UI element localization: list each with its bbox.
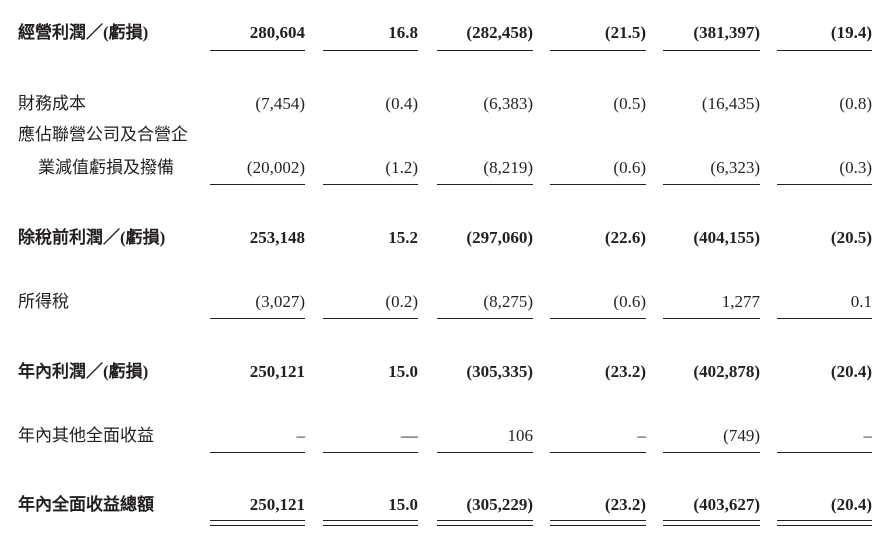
cell-value: (404,155) — [693, 228, 760, 247]
cell-value: 253,148 — [249, 228, 305, 247]
underline — [777, 318, 872, 319]
underline — [210, 184, 305, 185]
underline — [323, 452, 418, 453]
cell-value: 16.8 — [388, 23, 418, 42]
cell-value: 280,604 — [249, 23, 305, 42]
cell-value: 15.2 — [388, 228, 418, 247]
cell-value: (8,219) — [483, 158, 533, 177]
underline — [210, 520, 305, 521]
row-label: 業減值虧損及撥備 — [38, 158, 174, 177]
underline — [323, 184, 418, 185]
underline — [777, 184, 872, 185]
row-label: 所得稅 — [18, 292, 69, 311]
cell-value: (23.2) — [604, 362, 646, 381]
cell-value: (16,435) — [701, 94, 760, 113]
cell-value: (19.4) — [830, 23, 872, 42]
cell-value: (0.5) — [613, 94, 646, 113]
cell-value: (0.8) — [839, 94, 872, 113]
underline — [663, 525, 760, 526]
cell-value: (297,060) — [466, 228, 533, 247]
underline — [437, 50, 533, 51]
underline — [550, 184, 646, 185]
row-label: 應佔聯營公司及合營企 — [18, 125, 188, 144]
cell-value: (0.6) — [613, 292, 646, 311]
cell-value: (402,878) — [693, 362, 760, 381]
underline — [663, 520, 760, 521]
underline — [777, 452, 872, 453]
cell-value: (749) — [723, 426, 760, 445]
underline — [663, 452, 760, 453]
cell-value: (3,027) — [255, 292, 305, 311]
underline — [323, 50, 418, 51]
underline — [777, 50, 872, 51]
underline — [550, 520, 646, 521]
cell-value: (20,002) — [246, 158, 305, 177]
cell-value: (21.5) — [604, 23, 646, 42]
underline — [437, 525, 533, 526]
cell-value: (403,627) — [693, 495, 760, 514]
cell-value: (1.2) — [385, 158, 418, 177]
row-label: 年內全面收益總額 — [18, 495, 154, 514]
cell-value: 15.0 — [388, 362, 418, 381]
underline — [550, 452, 646, 453]
row-label: 年內其他全面收益 — [18, 426, 154, 445]
underline — [210, 525, 305, 526]
underline — [323, 520, 418, 521]
cell-value: – — [637, 426, 647, 445]
cell-value: (8,275) — [483, 292, 533, 311]
cell-value: 0.1 — [850, 292, 872, 311]
row-label: 年內利潤／(虧損) — [18, 362, 149, 381]
underline — [210, 452, 305, 453]
underline — [210, 50, 305, 51]
underline — [323, 525, 418, 526]
cell-value: – — [296, 426, 306, 445]
underline — [777, 525, 872, 526]
cell-value: — — [401, 426, 418, 445]
cell-value: 15.0 — [388, 495, 418, 514]
underline — [550, 318, 646, 319]
cell-value: (0.2) — [385, 292, 418, 311]
cell-value: (6,323) — [710, 158, 760, 177]
row-label: 經營利潤／(虧損) — [18, 23, 149, 42]
cell-value: (282,458) — [466, 23, 533, 42]
cell-value: (22.6) — [604, 228, 646, 247]
underline — [437, 452, 533, 453]
underline — [437, 184, 533, 185]
cell-value: – — [863, 426, 873, 445]
underline — [663, 50, 760, 51]
underline — [210, 318, 305, 319]
cell-value: (20.5) — [830, 228, 872, 247]
cell-value: (20.4) — [830, 362, 872, 381]
cell-value: (0.4) — [385, 94, 418, 113]
underline — [550, 525, 646, 526]
cell-value: 106 — [507, 426, 534, 445]
row-label: 除稅前利潤／(虧損) — [18, 228, 166, 247]
cell-value: (305,335) — [466, 362, 533, 381]
cell-value: (0.6) — [613, 158, 646, 177]
cell-value: (381,397) — [693, 23, 760, 42]
cell-value: 250,121 — [249, 495, 305, 514]
underline — [777, 520, 872, 521]
cell-value: (6,383) — [483, 94, 533, 113]
row-label: 財務成本 — [18, 94, 86, 113]
underline — [663, 318, 760, 319]
cell-value: 250,121 — [249, 362, 305, 381]
cell-value: (23.2) — [604, 495, 646, 514]
underline — [663, 184, 760, 185]
underline — [550, 50, 646, 51]
underline — [323, 318, 418, 319]
underline — [437, 318, 533, 319]
cell-value: (20.4) — [830, 495, 872, 514]
underline — [437, 520, 533, 521]
cell-value: (0.3) — [839, 158, 872, 177]
cell-value: (305,229) — [466, 495, 533, 514]
cell-value: 1,277 — [721, 292, 760, 311]
cell-value: (7,454) — [255, 94, 305, 113]
